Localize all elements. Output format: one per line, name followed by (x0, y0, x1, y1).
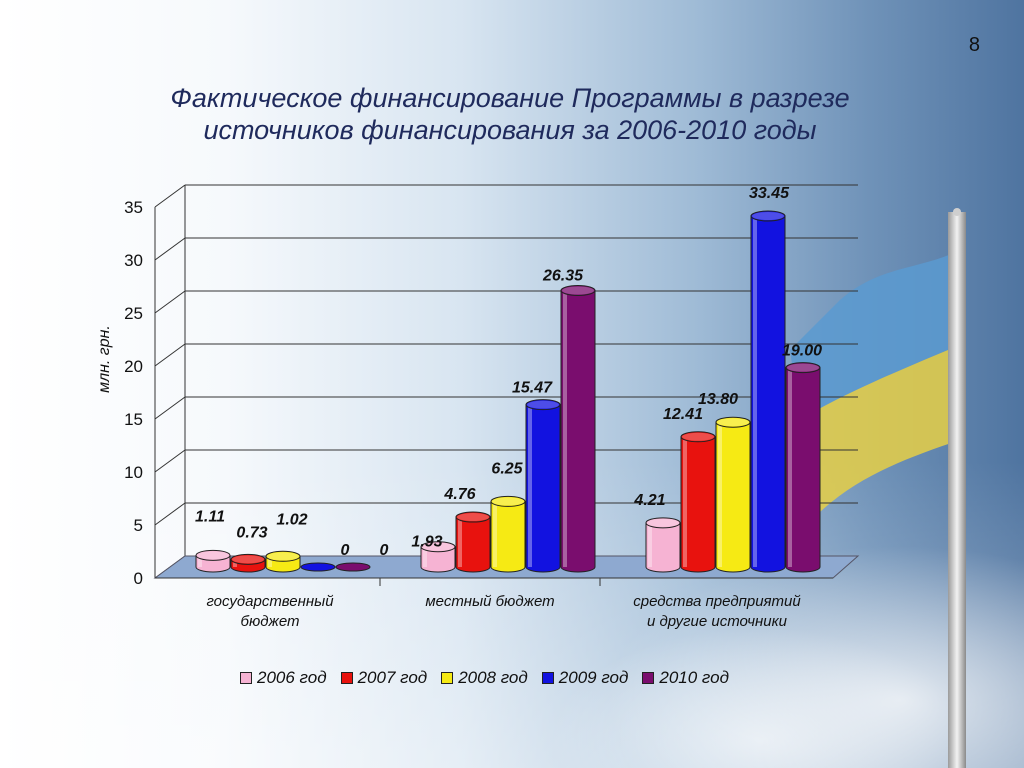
data-label: 1.02 (276, 511, 307, 528)
data-label: 19.00 (782, 343, 822, 360)
chart-title-line-2: источников финансирования за 2006-2010 г… (203, 115, 817, 145)
data-label: 6.25 (491, 460, 523, 477)
gridline-left-wall (154, 343, 186, 367)
bar-2008-group-1-top-shine (267, 552, 299, 561)
bar-2006-group-2-top (420, 541, 456, 553)
bar-2010-group-3 (785, 367, 821, 573)
bar-2006-group-2-top-shine (422, 542, 454, 551)
bar-2009-group-2 (525, 404, 561, 573)
bar-2009-group-1 (300, 562, 336, 572)
y-tick-label: 5 (134, 516, 143, 535)
bar-2009-group-3-top (750, 210, 786, 222)
bar-2009-group-2-top-shine (527, 400, 559, 409)
data-label: 0 (341, 542, 350, 559)
data-label: 33.45 (749, 185, 790, 202)
bar-2007-group-2 (455, 516, 491, 573)
bar-2008-group-3 (715, 421, 751, 573)
bar-2006-group-1-top (195, 549, 231, 561)
legend-item-2009: 2009 год (541, 668, 628, 688)
legend-swatch-2008 (441, 672, 454, 684)
data-label: 4.21 (633, 492, 665, 509)
legend-item-2008: 2008 год (441, 668, 528, 688)
legend-item-2010: 2010 год (642, 668, 729, 688)
chart-title: Фактическое финансирование Программы в р… (120, 82, 900, 146)
bar-2006-group-3 (645, 522, 681, 573)
bar-2007-group-3-top-shine (682, 432, 714, 441)
gridline-left-wall (154, 449, 186, 473)
data-label: 1.93 (411, 534, 442, 551)
data-label: 0.73 (236, 524, 267, 541)
bar-2007-group-2-top-shine (457, 513, 489, 522)
bar-2006-group-3-top (645, 517, 681, 529)
category-label-local-budget: местный бюджет (425, 593, 555, 610)
category-label-enterprises: средства предприятий и другие источники (633, 593, 801, 630)
legend-swatch-2010 (642, 672, 655, 684)
y-tick-label: 0 (134, 569, 143, 588)
bar-2008-group-2-top (490, 495, 526, 507)
y-tick-label: 20 (124, 357, 143, 376)
data-label: 4.76 (443, 486, 475, 503)
data-label: 15.47 (512, 380, 553, 397)
bar-2010-group-2 (560, 290, 596, 573)
data-label: 26.35 (542, 268, 584, 285)
bar-2007-group-3-top (680, 431, 716, 443)
bar-2010-group-3-top (785, 362, 821, 374)
y-tick-label: 35 (124, 198, 143, 217)
bar-2007-group-1-top (230, 553, 266, 565)
bar-2008-group-3-top-shine (717, 418, 749, 427)
bar-2009-group-3 (750, 215, 786, 573)
legend-swatch-2007 (340, 672, 353, 684)
gridline-left-wall (154, 396, 186, 420)
bar-2009-group-2-top (525, 399, 561, 411)
bar-2006-group-1-top-shine (197, 551, 229, 560)
data-label: 13.80 (698, 391, 738, 408)
y-tick-label: 30 (124, 251, 143, 270)
data-label: 1.11 (195, 508, 225, 525)
bar-2008-group-1-top (265, 550, 301, 562)
legend-item-2007: 2007 год (340, 668, 427, 688)
bar-2010-group-2-top (560, 285, 596, 297)
bar-2008-group-2 (490, 500, 526, 573)
legend-swatch-2009 (541, 672, 554, 684)
category-label-state-budget: государственный бюджет (206, 593, 334, 630)
legend-item-2006: 2006 год (240, 668, 327, 688)
bar-2007-group-3 (680, 436, 716, 573)
bar-2006-group-2 (420, 546, 456, 573)
gridline-left-wall (154, 502, 186, 526)
gridline-left-wall (154, 237, 186, 261)
gridline-left-wall (154, 290, 186, 314)
data-label: 12.41 (663, 406, 703, 423)
legend-swatch-2006 (240, 672, 252, 684)
bar-2010-group-1 (335, 562, 371, 572)
bar-2010-group-3-top-shine (787, 363, 819, 372)
page-number: 8 (968, 34, 980, 56)
bar-2007-group-2-top (455, 511, 491, 523)
y-tick-label: 15 (124, 410, 143, 429)
data-label: 0 (380, 542, 389, 559)
bar-2010-group-2-top-shine (562, 286, 594, 295)
chart-legend: 2006 год 2007 год 2008 год 2009 год 2010… (240, 666, 743, 690)
bar-2008-group-3-top (715, 416, 751, 428)
chart-title-line-1: Фактическое финансирование Программы в р… (170, 83, 850, 113)
y-tick-label: 10 (124, 463, 143, 482)
gridline-left-wall (154, 184, 186, 208)
bar-2008-group-2-top-shine (492, 497, 524, 506)
y-tick-label: 25 (124, 304, 143, 323)
bar-2009-group-3-top-shine (752, 212, 784, 220)
bar-2006-group-3-top-shine (647, 518, 679, 527)
bar-2007-group-1-top-shine (232, 555, 264, 564)
